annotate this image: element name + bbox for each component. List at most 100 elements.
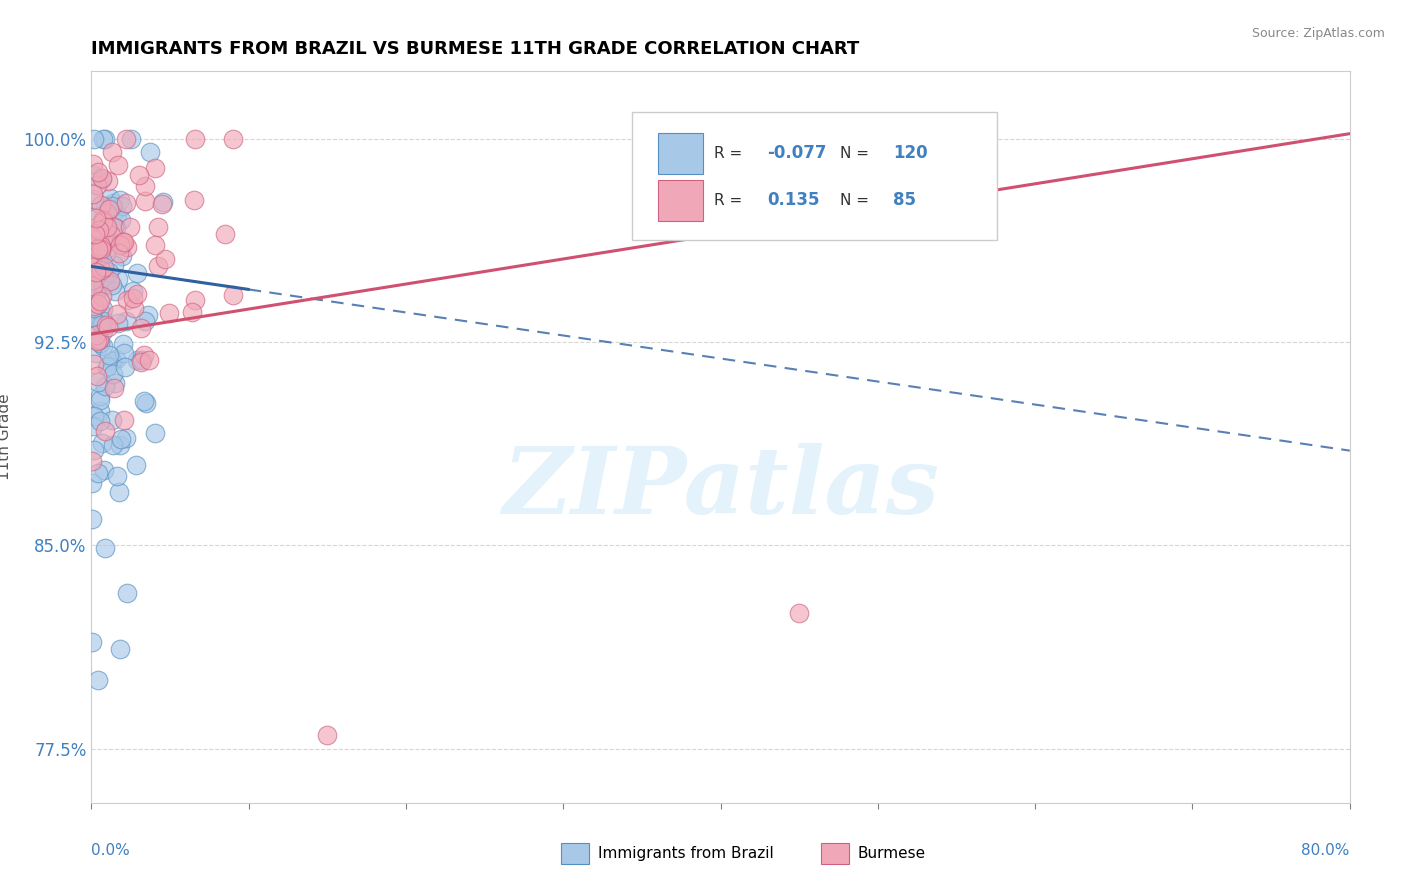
Point xyxy=(87,242,110,256)
Point xyxy=(91,277,114,292)
Point xyxy=(105,468,128,483)
Point xyxy=(143,238,166,252)
Point xyxy=(82,231,104,245)
Point xyxy=(90,307,112,321)
Point xyxy=(90,263,112,277)
Point xyxy=(101,354,124,368)
Point xyxy=(90,315,112,329)
Point xyxy=(107,272,129,286)
Point xyxy=(131,320,153,334)
Point xyxy=(103,258,125,272)
Point xyxy=(82,251,104,265)
Point xyxy=(94,221,117,235)
Point xyxy=(157,306,180,320)
Point xyxy=(103,381,125,395)
Point xyxy=(97,264,120,278)
Point xyxy=(222,132,245,146)
Text: R =: R = xyxy=(714,193,752,208)
Point xyxy=(94,246,117,260)
Point xyxy=(83,221,105,235)
Point xyxy=(100,227,122,242)
Point xyxy=(93,463,115,477)
Point xyxy=(111,249,134,263)
Point xyxy=(91,315,114,329)
Point xyxy=(104,204,127,219)
Text: 80.0%: 80.0% xyxy=(1302,844,1350,858)
Point xyxy=(91,301,114,316)
Point xyxy=(93,261,115,276)
Point xyxy=(82,260,104,274)
Point xyxy=(90,222,112,236)
Text: 85: 85 xyxy=(893,191,915,209)
Point xyxy=(89,223,111,237)
Point xyxy=(96,359,118,374)
Point xyxy=(120,132,142,146)
Point xyxy=(89,293,111,308)
Point xyxy=(103,219,125,234)
Point xyxy=(111,199,134,213)
Point xyxy=(115,195,138,210)
Point xyxy=(98,348,121,362)
Point xyxy=(143,426,166,441)
Point xyxy=(117,293,139,308)
Point xyxy=(125,458,148,472)
Point xyxy=(90,318,112,333)
Point xyxy=(90,197,112,211)
Text: 0.0%: 0.0% xyxy=(91,844,131,858)
Point xyxy=(82,156,104,170)
Point xyxy=(152,195,174,210)
Point xyxy=(83,227,105,241)
Point xyxy=(150,197,173,211)
Text: 0.135: 0.135 xyxy=(768,191,820,209)
Point xyxy=(84,345,107,359)
Text: 120: 120 xyxy=(893,145,928,162)
Point xyxy=(87,249,110,263)
Point xyxy=(131,355,153,369)
Point xyxy=(214,227,236,241)
Point xyxy=(82,326,104,340)
Point xyxy=(93,270,115,285)
Point xyxy=(105,208,128,222)
Point xyxy=(134,394,156,409)
Point xyxy=(86,178,108,193)
Point xyxy=(138,353,160,368)
Point xyxy=(90,242,112,256)
Point xyxy=(108,641,131,656)
Point xyxy=(94,277,117,291)
Point xyxy=(82,231,104,245)
Point xyxy=(89,227,111,241)
Point xyxy=(134,179,156,194)
Point xyxy=(93,212,115,227)
Text: Source: ZipAtlas.com: Source: ZipAtlas.com xyxy=(1251,27,1385,40)
Point xyxy=(104,221,127,235)
Point xyxy=(89,335,111,350)
Point xyxy=(110,432,132,446)
Point xyxy=(82,279,104,293)
Point xyxy=(86,369,108,384)
Point xyxy=(100,191,122,205)
Point xyxy=(93,271,115,285)
Point xyxy=(146,220,169,235)
Point xyxy=(82,476,104,491)
Point xyxy=(87,284,110,298)
Point xyxy=(84,334,107,348)
Point xyxy=(98,202,121,217)
Text: Burmese: Burmese xyxy=(858,847,925,861)
Point xyxy=(316,728,339,742)
Point xyxy=(87,332,110,346)
Point xyxy=(104,351,127,366)
Point xyxy=(90,213,112,227)
Point xyxy=(135,396,157,410)
Point xyxy=(91,313,114,327)
Point xyxy=(86,229,108,244)
Point xyxy=(180,304,202,318)
FancyBboxPatch shape xyxy=(658,133,703,174)
Point xyxy=(125,353,148,368)
Text: -0.077: -0.077 xyxy=(768,145,827,162)
Point xyxy=(108,193,131,207)
Point xyxy=(108,237,131,252)
Y-axis label: 11th Grade: 11th Grade xyxy=(0,393,13,481)
Point xyxy=(83,357,105,371)
Point xyxy=(86,164,108,178)
Point xyxy=(97,359,120,373)
